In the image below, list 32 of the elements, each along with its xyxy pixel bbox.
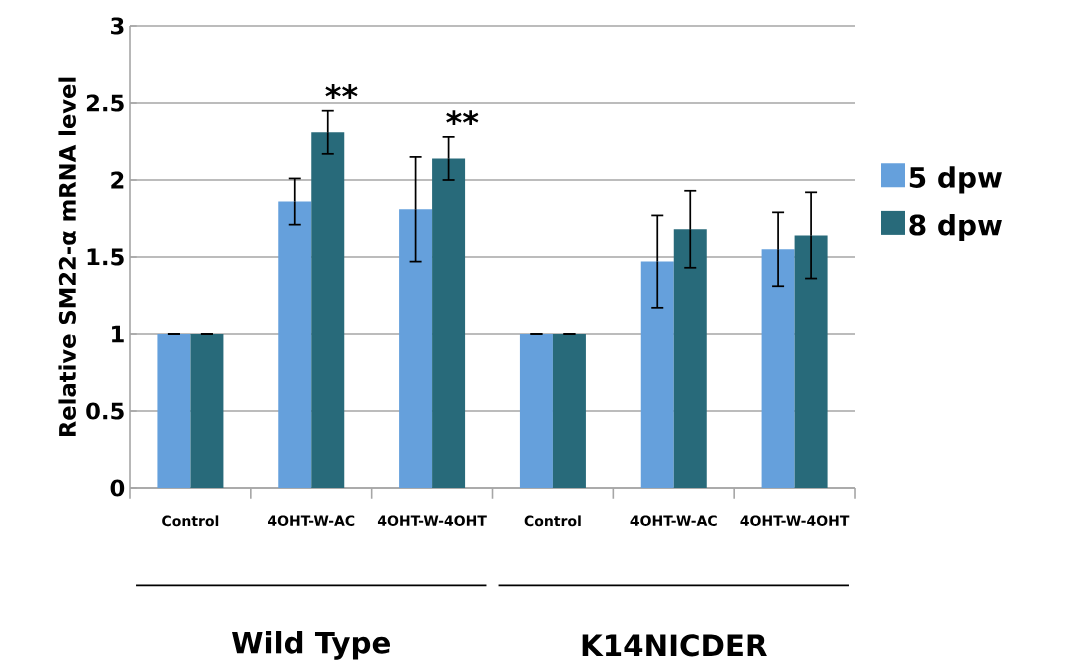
y-tick-label: 2 bbox=[111, 171, 124, 189]
x-tick-label: 4OHT-W-AC bbox=[630, 515, 717, 526]
bar bbox=[190, 334, 224, 488]
bar bbox=[157, 334, 191, 488]
y-tick-label: 2.5 bbox=[86, 94, 124, 112]
bar bbox=[761, 249, 795, 488]
y-tick-label: 1.5 bbox=[87, 248, 124, 266]
text: Wild Type bbox=[232, 631, 390, 660]
bar bbox=[673, 229, 707, 488]
y-tick-label: 1 bbox=[112, 325, 124, 343]
bar bbox=[640, 261, 674, 488]
y-tick-label: 0 bbox=[110, 479, 125, 497]
x-tick-label: Control bbox=[162, 515, 219, 527]
bar bbox=[794, 235, 828, 488]
legend-label: 8 dpw bbox=[909, 213, 1002, 242]
annotation: ** bbox=[325, 84, 358, 99]
text: K14NICDER bbox=[582, 634, 767, 657]
bar bbox=[311, 132, 345, 488]
annotation: ** bbox=[446, 110, 479, 126]
x-tick-label: 4OHT-W-AC bbox=[268, 515, 355, 526]
bar bbox=[519, 334, 553, 488]
bar bbox=[399, 209, 433, 488]
y-tick-label: 0.5 bbox=[86, 402, 124, 420]
y-tick-label: 3 bbox=[111, 17, 124, 35]
bar bbox=[432, 158, 466, 488]
x-tick-label: 4OHT-W-4OHT bbox=[740, 515, 850, 526]
x-tick-label: 4OHT-W-4OHT bbox=[377, 515, 487, 526]
bar bbox=[552, 334, 586, 488]
y-axis-title: Relative SM22-α mRNA level bbox=[58, 77, 76, 437]
legend-label: 5 dpw bbox=[909, 166, 1002, 194]
x-tick-label: Control bbox=[524, 515, 581, 527]
bar bbox=[278, 201, 312, 488]
